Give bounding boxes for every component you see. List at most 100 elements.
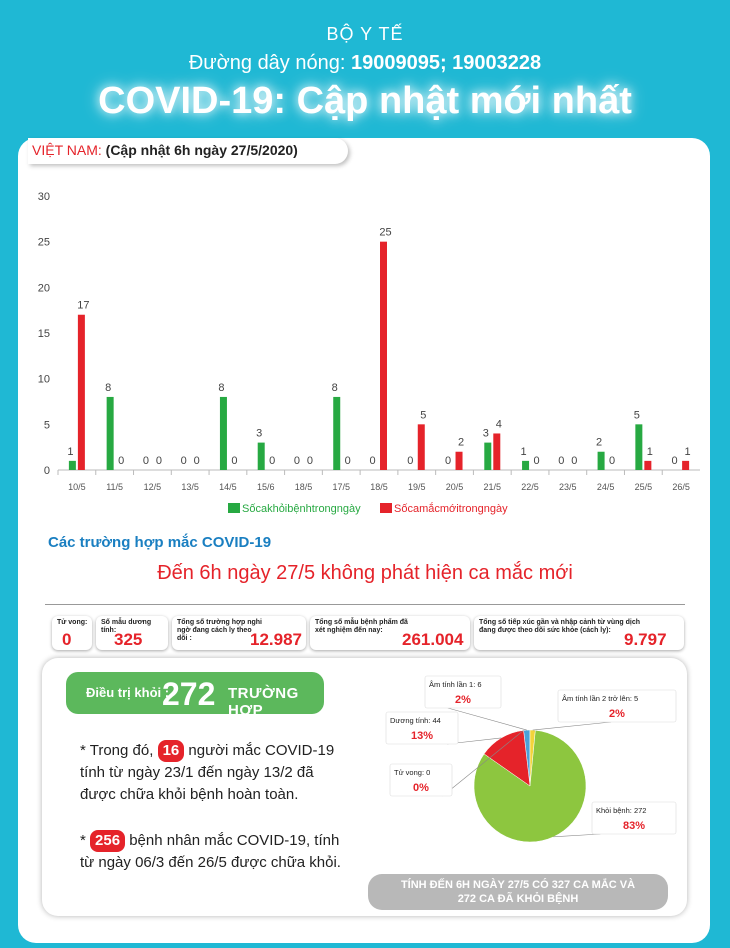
pie-label-box [424, 675, 502, 709]
data-label: 17 [77, 300, 89, 312]
bar-recovered [219, 396, 227, 470]
x-tick-label: 10/5 [68, 482, 86, 492]
x-tick-label: 25/5 [635, 482, 653, 492]
bar-new-cases [682, 460, 690, 470]
data-label: 25 [379, 227, 391, 239]
x-tick-label: 15/6 [257, 482, 275, 492]
data-label: 0 [143, 455, 149, 467]
pie-label: Tử vong: 0 [394, 768, 430, 777]
data-label: 0 [231, 455, 237, 467]
x-tick-label: 18/5 [370, 482, 388, 492]
data-label: 5 [420, 409, 426, 421]
data-label: 0 [307, 455, 313, 467]
page-title: COVID-19: Cập nhật mới nhất [98, 80, 632, 122]
data-label: 0 [181, 455, 187, 467]
summary-line: 272 CA ĐÃ KHỎI BỆNH [457, 893, 579, 905]
pie-label-box [591, 801, 677, 835]
data-label: 0 [558, 455, 564, 467]
data-label: 0 [445, 455, 451, 467]
case-status-pie-chart: Âm tính lần 1: 6 2% Âm tính lần 2 trở lên:… [385, 675, 677, 843]
data-label: 0 [118, 455, 124, 467]
data-label: 0 [156, 455, 162, 467]
y-tick-label: 10 [38, 374, 50, 386]
data-label: 1 [685, 446, 691, 458]
pie-leader-line [553, 833, 601, 838]
data-label: 1 [67, 446, 73, 458]
stat-suspected-isolated: Tổng số trường hợp nghi ngờ đang cách ly… [172, 616, 306, 650]
data-label: 8 [105, 382, 111, 394]
bar-new-cases [417, 424, 425, 470]
x-tick-label: 22/5 [521, 482, 539, 492]
pie-label: Dương tính: 44 [390, 716, 441, 725]
y-tick-label: 25 [38, 237, 50, 249]
update-time: (Cập nhật 6h ngày 27/5/2020) [105, 142, 298, 158]
pie-percent: 0% [413, 782, 429, 794]
pie-percent: 13% [411, 730, 433, 742]
bar-new-cases [644, 460, 652, 470]
pie-percent: 2% [609, 708, 625, 720]
data-label: 0 [269, 455, 275, 467]
note-prefix: * Trong đó, [80, 742, 158, 759]
data-label: 0 [533, 455, 539, 467]
stat-value: 9.797 [624, 630, 667, 649]
hotline-numbers: 19009095; 19003228 [350, 52, 542, 74]
note-second-wave: * 256 bệnh nhân mắc COVID-19, tính từ ng… [80, 830, 350, 874]
recovered-number: 272 [162, 676, 216, 712]
note-text: bệnh nhân mắc COVID-19, tính từ ngày 06/… [80, 832, 341, 871]
pie-label-box [385, 711, 459, 745]
recovered-badge: Điều trị khỏi : 272 TRƯỜNG HỢP [66, 672, 324, 719]
y-tick-label: 5 [44, 419, 50, 431]
pie-percent: 2% [455, 694, 471, 706]
x-tick-label: 26/5 [672, 482, 690, 492]
data-label: 8 [218, 382, 224, 394]
summary-line: TÍNH ĐẾN 6H NGÀY 27/5 CÓ 327 CA MẮC VÀ [400, 879, 636, 891]
section-heading: Các trường hợp mắc COVID-19 [48, 534, 272, 551]
bar-recovered [597, 451, 605, 470]
stat-samples-tested: Tổng số mẫu bệnh phẩm đã xét nghiệm đến … [310, 616, 470, 650]
data-label: 4 [496, 418, 502, 430]
stat-contacts-monitored: Tổng số tiếp xúc gần và nhập cảnh từ vùn… [474, 616, 684, 650]
x-tick-label: 24/5 [597, 482, 615, 492]
legend-label-recovered: Sốcakhỏibệnhtrongngày [242, 503, 361, 515]
data-label: 5 [634, 409, 640, 421]
bar-recovered [333, 396, 341, 470]
bar-new-cases [380, 241, 387, 470]
x-tick-label: 19/5 [408, 482, 426, 492]
data-label: 2 [596, 437, 602, 449]
stat-label: Tổng số tiếp xúc gần và nhập cảnh từ vùn… [479, 619, 641, 634]
data-label: 1 [520, 446, 526, 458]
y-tick-label: 20 [38, 282, 50, 294]
bar-recovered [106, 396, 114, 470]
data-label: 8 [332, 382, 338, 394]
bar-recovered [257, 442, 265, 470]
update-tag: VIỆT NAM: (Cập nhật 6h ngày 27/5/2020) [28, 138, 348, 164]
stat-label: Số mẫu dương tính: [101, 619, 152, 634]
x-tick-label: 14/5 [219, 482, 237, 492]
note-first-wave: * Trong đó, 16 người mắc COVID-19 tính t… [80, 740, 350, 806]
summary-banner: TÍNH ĐẾN 6H NGÀY 27/5 CÓ 327 CA MẮC VÀ 2… [368, 874, 668, 910]
pie-leader-line [447, 707, 527, 731]
no-new-cases-notice: Đến 6h ngày 27/5 không phát hiện ca mắc … [157, 562, 573, 584]
stat-value: 12.987 [250, 630, 302, 649]
divider [45, 604, 685, 605]
x-tick-label: 12/5 [144, 482, 162, 492]
count-badge: 16 [157, 740, 185, 762]
stat-label: Tổng số trường hợp nghi ngờ đang cách ly… [177, 619, 263, 642]
legend-label-new-cases: Sốcamắcmớitrongngày [394, 502, 508, 515]
data-label: 3 [483, 428, 489, 440]
country-label: VIỆT NAM: [32, 142, 106, 158]
stat-positive-samples: Số mẫu dương tính: 325 [96, 616, 168, 650]
data-label: 0 [609, 455, 615, 467]
y-tick-label: 15 [38, 328, 50, 340]
pie-label-box [389, 763, 453, 797]
recovered-label: Điều trị khỏi : [86, 685, 170, 700]
stat-value: 325 [114, 630, 143, 649]
x-tick-label: 17/5 [332, 482, 350, 492]
data-label: 0 [369, 455, 375, 467]
stat-deaths: Tử vong: 0 [52, 616, 92, 650]
note-text: người mắc COVID-19 tính từ ngày 23/1 đến… [80, 742, 335, 803]
x-tick-label: 11/5 [106, 482, 123, 492]
data-label: 3 [256, 428, 262, 440]
hotline-label: Đường dây nóng: [188, 52, 351, 74]
